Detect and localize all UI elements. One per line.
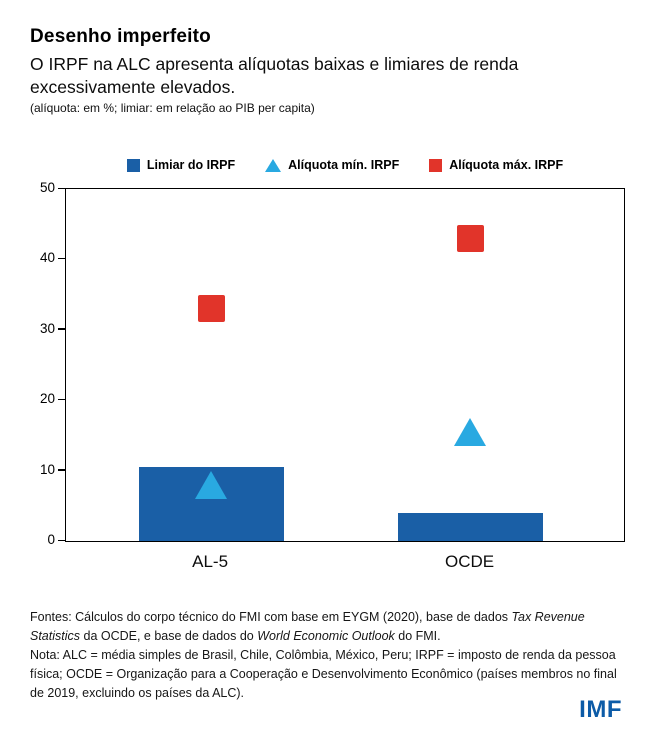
legend-item: Alíquota mín. IRPF: [265, 158, 399, 172]
source-text: da OCDE, e base de dados do: [80, 629, 258, 643]
y-axis-tick-label: 30: [39, 320, 55, 336]
chart-legend: Limiar do IRPF Alíquota mín. IRPF Alíquota…: [65, 158, 625, 172]
y-axis-tick-mark: [58, 469, 65, 471]
y-axis-tick-label: 20: [39, 391, 55, 407]
sources-note: Fontes: Cálculos do corpo técnico do FMI…: [30, 608, 628, 646]
figure-footer: Fontes: Cálculos do corpo técnico do FMI…: [30, 608, 628, 703]
legend-item: Alíquota máx. IRPF: [429, 158, 563, 172]
x-axis-label-al-5: AL-5: [192, 552, 229, 571]
triangle-marker-ocde: [454, 417, 487, 446]
legend-triangle-icon: [265, 158, 282, 172]
bar-ocde: [398, 512, 544, 541]
y-axis-tick-mark: [58, 398, 65, 401]
legend-label: Alíquota mín. IRPF: [288, 158, 400, 172]
legend-label: Limiar do IRPF: [146, 158, 236, 172]
y-axis-tick-mark: [58, 539, 65, 541]
y-axis-tick-mark: [58, 187, 65, 189]
y-axis-tick-mark: [58, 257, 65, 260]
x-axis-label-ocde: OCDE: [444, 552, 495, 571]
legend-label: Alíquota máx. IRPF: [449, 158, 564, 172]
source-text: do FMI.: [394, 629, 441, 643]
legend-square-icon: [429, 158, 443, 172]
triangle-marker-al-5: [194, 470, 227, 499]
square-marker-ocde: [457, 224, 485, 252]
note-text: Nota: ALC = média simples de Brasil, Chi…: [30, 648, 617, 700]
source-title-italic: Tax Revenue Statistics: [30, 610, 585, 643]
figure-subtitle: O IRPF na ALC apresenta alíquotas baixas…: [30, 54, 519, 97]
figure-title: Desenho imperfeito: [30, 26, 211, 47]
chart-plot-box: [65, 188, 625, 542]
source-text: Fontes: Cálculos do corpo técnico do FMI…: [30, 610, 512, 624]
y-axis-tick-label: 40: [39, 250, 55, 266]
imf-logo: IMF: [579, 696, 622, 723]
y-axis-tick-label: 10: [39, 461, 55, 477]
chart-plot-area: 0 10 20 30 40 50: [0, 180, 650, 547]
y-axis-tick-label: 0: [47, 532, 55, 547]
legend-item: Limiar do IRPF: [126, 158, 236, 172]
square-marker-al-5: [197, 295, 225, 323]
source-title-italic: World Economic Outlook: [257, 629, 395, 643]
y-axis-tick-mark: [58, 328, 65, 330]
y-axis-tick-label: 50: [39, 180, 55, 195]
figure-caption: (alíquota: em %; limiar: em relação ao P…: [30, 101, 315, 115]
x-axis-labels: AL-5 OCDE: [65, 552, 625, 576]
legend-square-icon: [126, 158, 140, 172]
